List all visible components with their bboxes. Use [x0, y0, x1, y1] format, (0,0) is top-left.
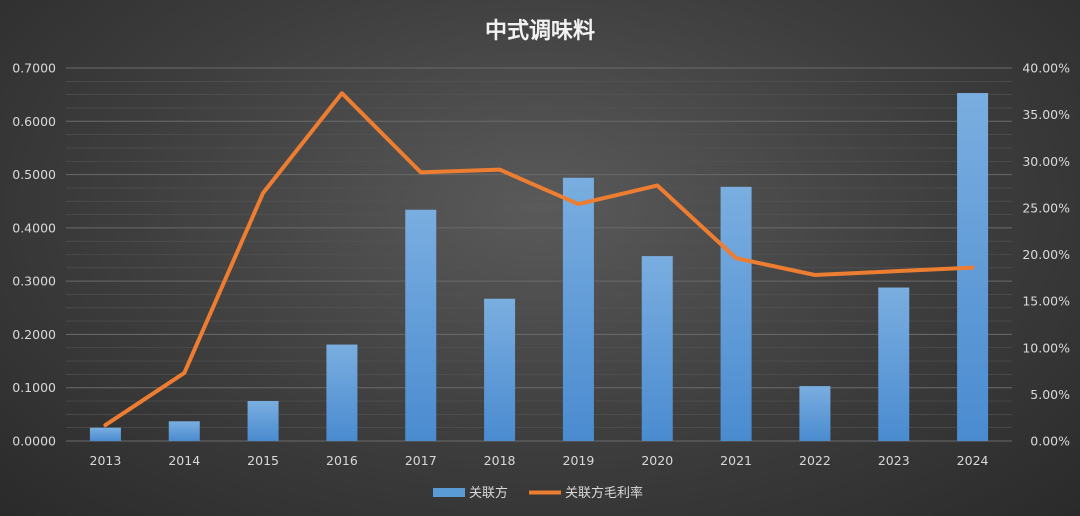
right-tick-label: 25.00% — [1022, 200, 1070, 215]
x-tick-label: 2018 — [484, 453, 516, 468]
chart-title: 中式调味料 — [485, 19, 595, 44]
left-axis: 0.0000 0.1000 0.2000 0.3000 0.4000 0.5000 0.60… — [12, 61, 56, 449]
x-tick-label: 2020 — [641, 453, 673, 468]
x-tick-label: 2014 — [168, 453, 200, 468]
legend: 关联方 关联方毛利率 — [433, 485, 643, 501]
right-tick-label: 40.00% — [1022, 61, 1070, 76]
bar-2020 — [641, 256, 673, 441]
x-tick-label: 2013 — [90, 453, 122, 468]
bar-2022 — [799, 386, 831, 441]
left-tick-label: 0.4000 — [12, 220, 56, 235]
x-tick-label: 2019 — [563, 453, 595, 468]
right-tick-label: 5.00% — [1030, 387, 1070, 402]
left-tick-label: 0.0000 — [12, 434, 56, 449]
x-tick-label: 2016 — [326, 453, 358, 468]
right-tick-label: 10.00% — [1022, 340, 1070, 355]
x-tick-label: 2021 — [720, 453, 752, 468]
x-tick-label: 2023 — [878, 453, 910, 468]
bar-2016 — [326, 344, 358, 441]
left-tick-label: 0.6000 — [12, 114, 56, 129]
legend-label-line: 关联方毛利率 — [565, 485, 643, 501]
bars-layer — [89, 93, 989, 442]
x-tick-label: 2017 — [405, 453, 437, 468]
left-tick-label: 0.5000 — [12, 167, 56, 182]
margin-line — [103, 91, 975, 428]
left-tick-label: 0.7000 — [12, 61, 56, 76]
bar-2019 — [562, 177, 594, 442]
right-tick-label: 30.00% — [1022, 154, 1070, 169]
x-tick-label: 2022 — [799, 453, 831, 468]
right-tick-label: 20.00% — [1022, 247, 1070, 262]
line-layer — [103, 91, 975, 428]
right-tick-label: 15.00% — [1022, 294, 1070, 309]
right-tick-label: 35.00% — [1022, 107, 1070, 122]
legend-label-bar: 关联方 — [469, 485, 508, 501]
bar-2018 — [484, 298, 516, 441]
right-axis: 0.00% 5.00% 10.00% 15.00% 20.00% 25.00% 30.00%… — [1022, 61, 1070, 449]
bar-2021 — [720, 186, 752, 441]
left-tick-label: 0.3000 — [12, 274, 56, 289]
left-tick-label: 0.1000 — [12, 380, 56, 395]
x-tick-label: 2024 — [957, 453, 989, 468]
x-tick-label: 2015 — [247, 453, 279, 468]
bar-2017 — [405, 209, 437, 441]
right-tick-label: 0.00% — [1030, 434, 1070, 449]
bar-2014 — [168, 421, 200, 441]
legend-swatch-bar — [433, 488, 465, 497]
x-axis: 2013 2014 2015 2016 2017 2018 2019 2020 2021 2022… — [90, 453, 989, 468]
bar-2013 — [89, 427, 121, 441]
bar-2023 — [878, 287, 910, 441]
left-tick-label: 0.2000 — [12, 327, 56, 342]
grid-layer — [66, 67, 1012, 442]
bar-2015 — [247, 401, 279, 441]
